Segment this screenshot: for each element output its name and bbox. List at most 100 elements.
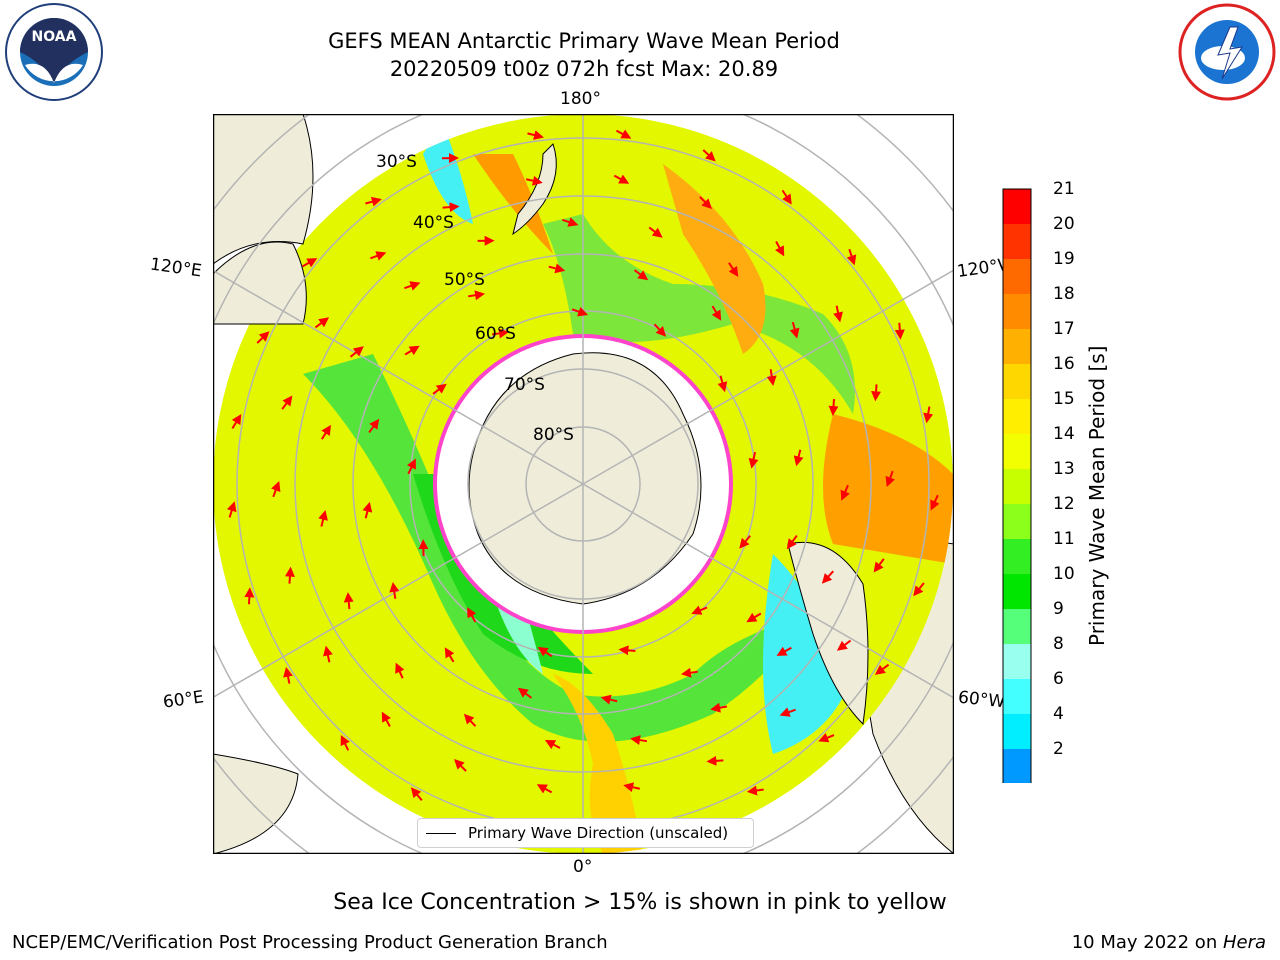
footer-date-text: 10 May 2022 on <box>1071 932 1223 953</box>
colorbar-tick-label: 17 <box>1053 319 1075 339</box>
wave-direction-arrow <box>527 130 544 140</box>
colorbar-tick-label: 18 <box>1053 284 1075 304</box>
wave-direction-arrow <box>444 647 455 663</box>
wave-direction-arrow <box>525 175 543 186</box>
wave-direction-arrow <box>618 645 636 656</box>
wave-direction-arrow <box>833 305 843 323</box>
colorbar-segment <box>1003 189 1031 224</box>
colorbar-tick-label: 4 <box>1053 704 1064 724</box>
chart-subtitle: 20220509 t00z 072h fcst Max: 20.89 <box>389 57 779 81</box>
wave-direction-arrow <box>283 666 293 684</box>
wave-direction-arrow <box>370 251 387 261</box>
lat-label-30s: 30°S <box>376 152 417 172</box>
colorbar-segment <box>1003 609 1031 644</box>
colorbar-segment <box>1003 399 1031 434</box>
wave-direction-arrow <box>406 458 416 475</box>
colorbar-tick-label: 6 <box>1053 669 1064 689</box>
wave-direction-arrow <box>781 189 792 205</box>
colorbar-segment <box>1003 434 1031 469</box>
wave-direction-arrow <box>871 384 882 402</box>
lat-label-50s: 50°S <box>444 270 485 290</box>
wave-direction-arrow <box>711 305 722 321</box>
wave-direction-arrow <box>314 317 330 329</box>
wave-direction-arrow <box>323 645 333 663</box>
colorbar-tick-label: 2 <box>1053 739 1064 759</box>
wave-direction-arrow <box>728 262 739 277</box>
colorbar-tick-label: 8 <box>1053 634 1064 654</box>
wave-direction-arrow <box>710 702 728 713</box>
wave-direction-arrow <box>821 570 834 584</box>
wave-direction-arrow <box>913 582 925 597</box>
lon-label-120e: 120°E <box>148 254 203 282</box>
wave-direction-arrow <box>226 501 237 518</box>
chart-title: GEFS MEAN Antarctic Primary Wave Mean Pe… <box>328 29 840 53</box>
colorbar-tick-label: 9 <box>1053 599 1064 619</box>
colorbar-tick-label: 11 <box>1053 529 1075 549</box>
wave-direction-arrow <box>284 566 295 584</box>
colorbar-tick-label: 19 <box>1053 249 1075 269</box>
wave-direction-arrow <box>648 226 663 238</box>
wave-direction-arrow <box>536 784 553 794</box>
wave-direction-arrow <box>544 740 561 750</box>
wave-direction-arrow <box>717 375 728 393</box>
lon-label-60e: 60°E <box>161 687 206 713</box>
wave-direction-arrow <box>302 258 318 268</box>
wave-direction-arrow <box>786 534 798 550</box>
polar-map <box>212 113 955 855</box>
sea-ice-note: Sea Ice Concentration > 15% is shown in … <box>333 890 947 915</box>
wave-direction-arrow <box>923 406 934 424</box>
wave-direction-arrow <box>318 509 328 527</box>
wave-direction-arrow <box>828 398 839 417</box>
lat-label-80s: 80°S <box>533 425 574 445</box>
colorbar-title: Primary Wave Mean Period [s] <box>1085 345 1109 647</box>
wave-direction-arrow <box>517 687 533 699</box>
wave-direction-arrow <box>630 735 648 746</box>
wave-direction-arrow <box>389 581 400 599</box>
wave-direction-arrow <box>463 713 477 727</box>
wave-direction-arrow <box>846 248 857 266</box>
lon-label-60w: 60°W <box>957 687 1006 713</box>
lat-label-40s: 40°S <box>413 213 454 233</box>
colorbar-segment <box>1003 644 1031 679</box>
colorbar-segment <box>1003 364 1031 399</box>
colorbar-segment <box>1003 329 1031 364</box>
legend-label: Primary Wave Direction (unscaled) <box>468 824 729 842</box>
colorbar-segment <box>1003 574 1031 609</box>
wave-direction-arrow <box>793 449 804 467</box>
wave-direction-arrow <box>746 612 762 623</box>
wave-direction-arrow <box>244 587 255 605</box>
wave-direction-arrow <box>748 451 759 469</box>
wave-direction-arrow <box>885 470 895 488</box>
lat-label-60s: 60°S <box>475 324 516 344</box>
colorbar-tick-label: 20 <box>1053 214 1075 234</box>
colorbar-segment <box>1003 224 1031 259</box>
colorbar-segment <box>1003 259 1031 294</box>
wave-direction-arrow <box>766 369 777 387</box>
wave-direction-arrow <box>702 149 716 162</box>
wave-direction-arrow <box>404 345 420 356</box>
colorbar-tick-label: 16 <box>1053 354 1075 374</box>
noaa-logo: NOAA <box>5 3 103 101</box>
footer-date: 10 May 2022 on Hera <box>1072 932 1266 953</box>
wave-direction-arrow <box>395 662 405 679</box>
wave-direction-arrow <box>548 263 566 274</box>
wave-direction-arrow <box>320 424 331 440</box>
wave-direction-arrow <box>571 306 589 317</box>
wave-direction-arrow <box>680 667 698 678</box>
wave-direction-arrow <box>623 782 641 793</box>
wave-direction-arrow <box>775 241 785 257</box>
wave-direction-arrow <box>231 414 242 429</box>
wave-direction-arrow <box>561 217 579 227</box>
wave-direction-arrow <box>691 605 708 615</box>
colorbar-tick-label: 12 <box>1053 494 1075 514</box>
wave-direction-arrow <box>894 322 905 340</box>
wave-direction-arrow <box>818 733 835 743</box>
colorbar-segment <box>1003 714 1031 749</box>
wave-direction-arrow <box>442 202 460 213</box>
wave-direction-arrow <box>930 494 940 511</box>
colorbar-segment <box>1003 469 1031 504</box>
colorbar-tick-label: 21 <box>1053 179 1075 199</box>
wave-direction-arrow <box>746 785 764 796</box>
wave-direction-arrow <box>789 321 800 339</box>
lon-label-180: 180° <box>560 89 601 109</box>
